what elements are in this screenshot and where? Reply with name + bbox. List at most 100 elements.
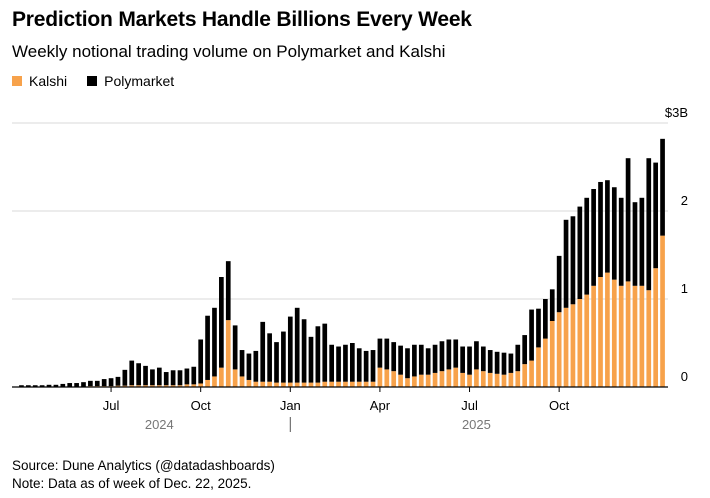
bar-polymarket-13 [108, 378, 114, 387]
bar-polymarket-5 [53, 384, 59, 387]
bar-polymarket-20 [156, 367, 162, 386]
bar-kalshi-48 [349, 381, 355, 387]
bar-polymarket-21 [163, 372, 169, 386]
bar-kalshi-25 [191, 384, 197, 387]
bar-polymarket-8 [74, 383, 79, 387]
bar-kalshi-70 [501, 374, 507, 387]
bar-polymarket-39 [287, 316, 293, 383]
bar-kalshi-72 [515, 371, 521, 387]
bar-polymarket-55 [398, 345, 403, 375]
bar-kalshi-75 [536, 347, 541, 387]
bar-polymarket-38 [281, 331, 286, 383]
x-tick-label-0: Jul [103, 398, 120, 413]
bar-kalshi-55 [398, 374, 403, 387]
bar-polymarket-32 [239, 350, 245, 377]
bar-polymarket-11 [94, 380, 100, 387]
legend-swatch-polymarket [87, 76, 98, 86]
bar-polymarket-17 [136, 363, 141, 386]
bar-kalshi-41 [301, 382, 307, 387]
bar-kalshi-28 [212, 376, 217, 387]
bar-polymarket-80 [570, 216, 576, 305]
bar-polymarket-64 [460, 346, 465, 373]
bar-polymarket-73 [522, 335, 528, 365]
bar-kalshi-39 [287, 382, 293, 387]
bar-kalshi-18 [143, 385, 148, 387]
bar-kalshi-27 [205, 379, 210, 387]
year-label-2025: 2025 [462, 417, 491, 432]
bar-kalshi-56 [405, 378, 410, 387]
bar-polymarket-35 [260, 321, 266, 382]
bar-kalshi-36 [267, 381, 272, 387]
bar-kalshi-30 [225, 320, 231, 387]
bar-polymarket-48 [349, 343, 355, 382]
year-label-2024: 2024 [145, 417, 174, 432]
y-tick-label-3: $3B [665, 105, 688, 120]
bar-kalshi-34 [253, 381, 259, 387]
bar-polymarket-47 [343, 344, 348, 382]
bar-polymarket-63 [453, 339, 459, 368]
legend-item-polymarket: Polymarket [87, 73, 174, 89]
bar-polymarket-81 [577, 206, 583, 299]
bar-polymarket-4 [46, 384, 52, 387]
bar-kalshi-23 [177, 385, 183, 387]
bar-polymarket-34 [253, 350, 259, 382]
bar-polymarket-2 [32, 385, 38, 387]
bar-kalshi-22 [170, 385, 176, 387]
bar-kalshi-59 [425, 374, 431, 387]
bar-polymarket-19 [150, 369, 155, 386]
bar-polymarket-12 [101, 379, 107, 387]
bar-kalshi-74 [529, 360, 534, 387]
bar-polymarket-84 [598, 181, 603, 277]
bar-polymarket-92 [653, 162, 659, 269]
bar-kalshi-85 [605, 272, 610, 387]
y-tick-label-1: 1 [681, 281, 688, 296]
bar-polymarket-40 [294, 307, 300, 383]
bar-polymarket-62 [446, 339, 452, 370]
bar-polymarket-78 [556, 255, 562, 313]
bar-polymarket-50 [363, 350, 369, 382]
bar-kalshi-38 [281, 382, 286, 387]
bar-kalshi-26 [198, 383, 204, 387]
bar-polymarket-93 [660, 138, 665, 236]
bar-kalshi-91 [646, 290, 652, 387]
bar-polymarket-31 [232, 325, 238, 370]
bar-polymarket-33 [246, 353, 252, 380]
bar-kalshi-35 [260, 381, 266, 387]
bar-kalshi-51 [370, 381, 376, 387]
bar-polymarket-79 [563, 219, 569, 308]
bar-kalshi-17 [136, 385, 141, 387]
bar-kalshi-84 [598, 277, 603, 387]
legend-swatch-kalshi [12, 76, 22, 86]
bar-kalshi-58 [418, 374, 424, 387]
y-tick-label-0: 0 [681, 369, 688, 384]
bar-polymarket-65 [467, 346, 472, 375]
bar-kalshi-62 [446, 369, 452, 387]
bar-kalshi-89 [632, 285, 638, 387]
bar-kalshi-73 [522, 364, 528, 387]
bar-kalshi-67 [480, 371, 486, 387]
bar-kalshi-40 [294, 382, 300, 387]
legend-item-kalshi: Kalshi [12, 73, 67, 89]
bar-kalshi-71 [508, 372, 514, 387]
bar-polymarket-25 [191, 366, 197, 385]
bar-polymarket-23 [177, 370, 183, 386]
bar-kalshi-61 [439, 371, 445, 387]
bar-kalshi-46 [336, 381, 341, 387]
bar-kalshi-82 [584, 294, 590, 387]
bar-kalshi-29 [219, 367, 224, 387]
bar-polymarket-10 [88, 380, 93, 387]
bar-polymarket-70 [501, 352, 507, 375]
bar-kalshi-47 [343, 381, 348, 387]
bar-kalshi-33 [246, 379, 252, 387]
source-note: Source: Dune Analytics (@datadashboards) [12, 458, 275, 473]
bar-kalshi-43 [315, 382, 321, 387]
bar-polymarket-83 [591, 189, 596, 286]
bar-kalshi-64 [460, 372, 465, 387]
bar-kalshi-79 [563, 307, 569, 387]
bar-polymarket-58 [418, 344, 424, 375]
bar-kalshi-81 [577, 299, 583, 387]
bar-polymarket-30 [225, 261, 231, 321]
bar-polymarket-67 [480, 346, 486, 372]
bar-kalshi-78 [556, 312, 562, 387]
